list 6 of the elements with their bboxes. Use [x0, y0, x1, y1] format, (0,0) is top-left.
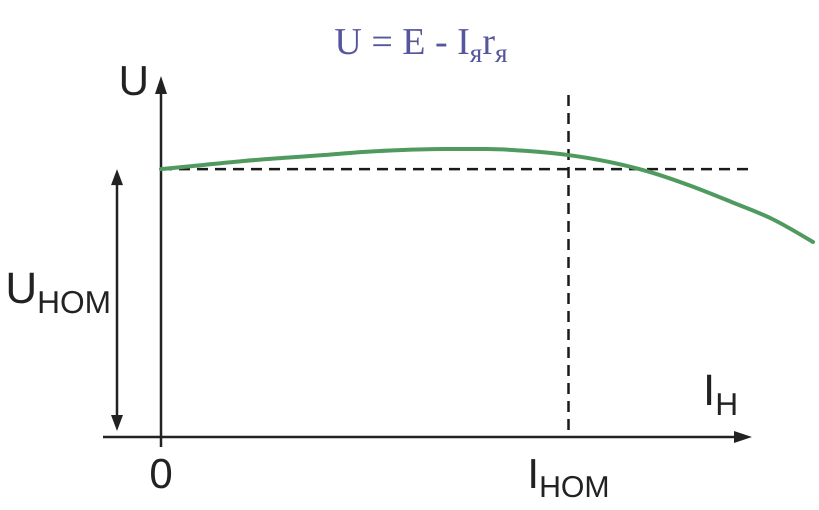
x-tick-label: I$_{НОМ}$: [527, 450, 610, 504]
y-axis-title: U: [118, 57, 149, 104]
chart-title: U = E - I$_{я}$r$_{я}$: [334, 21, 508, 68]
x-tick-label: 0: [149, 450, 173, 497]
ref-line-label: U$_{НОМ}$: [5, 264, 111, 320]
x-axis-title: I$_{Н}$: [703, 366, 738, 422]
